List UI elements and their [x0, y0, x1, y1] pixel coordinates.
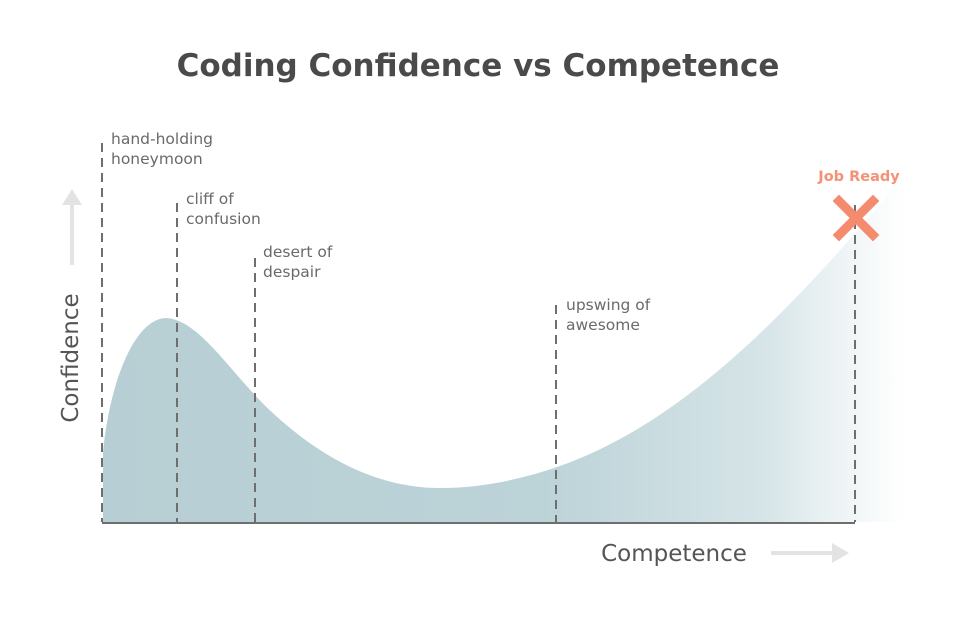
phase-label-honeymoon: hand-holding honeymoon — [111, 130, 213, 168]
arrow-up-icon — [62, 189, 82, 265]
diagram-title: Coding Confidence vs Competence — [177, 48, 780, 84]
confidence-curve-area — [103, 175, 905, 522]
phase-label-line: awesome — [566, 316, 640, 334]
phase-label-confusion: cliff of confusion — [186, 190, 261, 228]
y-axis-label: Confidence — [58, 293, 84, 422]
x-icon — [832, 194, 880, 242]
arrow-right-icon — [771, 543, 849, 563]
phase-label-upswing: upswing of awesome — [566, 296, 651, 334]
phase-label-line: hand-holding — [111, 130, 213, 148]
phase-label-line: honeymoon — [111, 150, 203, 168]
phase-label-line: upswing of — [566, 296, 651, 314]
goal-label: Job Ready — [817, 169, 900, 185]
phase-label-line: desert of — [263, 243, 333, 261]
phase-label-line: despair — [263, 263, 321, 281]
phase-label-despair: desert of despair — [263, 243, 333, 281]
phase-label-line: confusion — [186, 210, 261, 228]
phase-label-line: cliff of — [186, 190, 234, 208]
x-axis-label: Competence — [601, 541, 747, 567]
